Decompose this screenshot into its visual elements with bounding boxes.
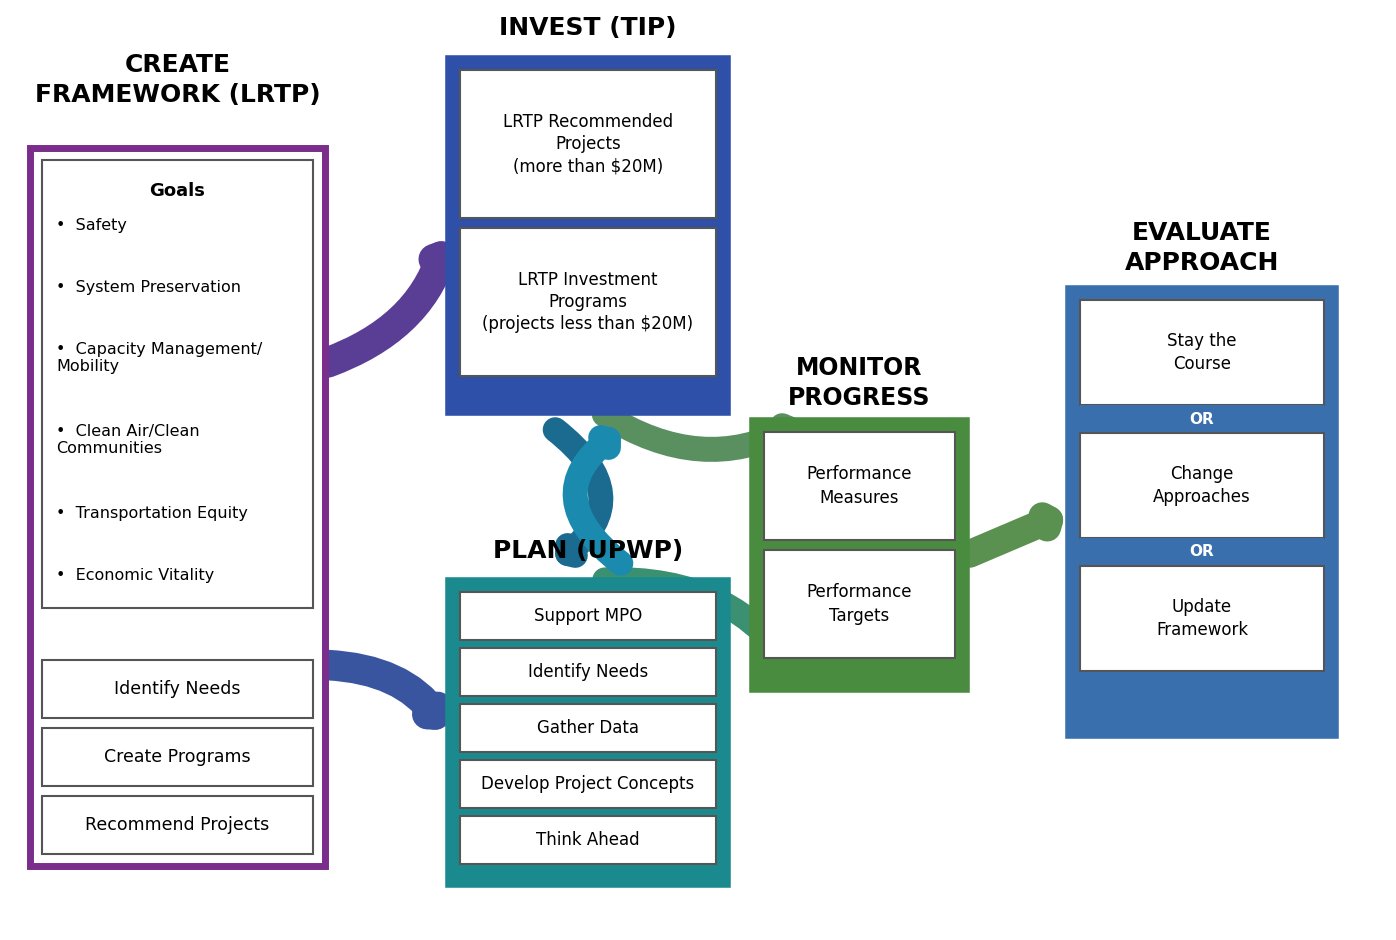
Text: OR: OR <box>1189 544 1215 559</box>
Text: Develop Project Concepts: Develop Project Concepts <box>482 775 695 793</box>
Text: Goals: Goals <box>149 182 205 200</box>
FancyBboxPatch shape <box>752 420 967 690</box>
FancyBboxPatch shape <box>461 592 716 640</box>
FancyBboxPatch shape <box>461 228 716 376</box>
FancyBboxPatch shape <box>448 58 727 413</box>
FancyBboxPatch shape <box>42 660 313 718</box>
Text: •  System Preservation: • System Preservation <box>56 280 242 295</box>
Text: Gather Data: Gather Data <box>537 719 639 737</box>
FancyBboxPatch shape <box>1081 405 1323 433</box>
FancyBboxPatch shape <box>1068 288 1336 736</box>
FancyBboxPatch shape <box>42 728 313 786</box>
Text: INVEST (TIP): INVEST (TIP) <box>500 16 677 40</box>
FancyBboxPatch shape <box>29 148 325 866</box>
Text: Recommend Projects: Recommend Projects <box>85 816 269 834</box>
Text: •  Transportation Equity: • Transportation Equity <box>56 506 248 521</box>
Text: •  Safety: • Safety <box>56 218 127 233</box>
FancyBboxPatch shape <box>764 432 955 540</box>
FancyBboxPatch shape <box>461 816 716 864</box>
Text: •  Clean Air/Clean
Communities: • Clean Air/Clean Communities <box>56 424 200 457</box>
Text: Identify Needs: Identify Needs <box>114 680 240 698</box>
Text: Performance
Targets: Performance Targets <box>807 583 912 625</box>
FancyBboxPatch shape <box>448 580 727 885</box>
Text: OR: OR <box>1189 412 1215 427</box>
Text: •  Economic Vitality: • Economic Vitality <box>56 568 214 583</box>
Text: LRTP Investment
Programs
(projects less than $20M): LRTP Investment Programs (projects less … <box>483 271 694 333</box>
FancyBboxPatch shape <box>42 160 313 608</box>
Text: Create Programs: Create Programs <box>105 748 251 766</box>
FancyBboxPatch shape <box>461 70 716 218</box>
Text: LRTP Recommended
Projects
(more than $20M): LRTP Recommended Projects (more than $20… <box>503 113 673 175</box>
FancyBboxPatch shape <box>1081 433 1323 538</box>
Text: Identify Needs: Identify Needs <box>528 663 648 681</box>
FancyBboxPatch shape <box>42 796 313 854</box>
Text: CREATE
FRAMEWORK (LRTP): CREATE FRAMEWORK (LRTP) <box>35 54 320 107</box>
Text: Update
Framework: Update Framework <box>1156 599 1248 638</box>
FancyBboxPatch shape <box>764 550 955 658</box>
FancyBboxPatch shape <box>1081 566 1323 671</box>
Text: MONITOR
PROGRESS: MONITOR PROGRESS <box>789 356 931 410</box>
Text: Support MPO: Support MPO <box>533 607 642 625</box>
FancyBboxPatch shape <box>461 704 716 752</box>
Text: Performance
Measures: Performance Measures <box>807 465 912 507</box>
FancyBboxPatch shape <box>1081 300 1323 405</box>
FancyBboxPatch shape <box>461 760 716 808</box>
FancyBboxPatch shape <box>461 648 716 696</box>
Text: •  Capacity Management/
Mobility: • Capacity Management/ Mobility <box>56 342 262 374</box>
Text: EVALUATE
APPROACH: EVALUATE APPROACH <box>1125 221 1279 274</box>
Text: PLAN (UPWP): PLAN (UPWP) <box>493 539 683 563</box>
Text: Change
Approaches: Change Approaches <box>1153 465 1251 506</box>
FancyBboxPatch shape <box>1081 538 1323 566</box>
Text: Think Ahead: Think Ahead <box>536 831 639 849</box>
Text: Stay the
Course: Stay the Course <box>1167 333 1237 372</box>
